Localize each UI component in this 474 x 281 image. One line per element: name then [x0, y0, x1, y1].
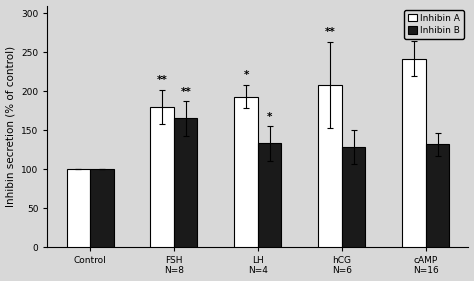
- Text: *: *: [267, 112, 273, 122]
- Text: *: *: [244, 70, 249, 80]
- Y-axis label: Inhibin secretion (% of control): Inhibin secretion (% of control): [6, 46, 16, 207]
- Bar: [235, 97, 258, 247]
- Legend: Inhibin A, Inhibin B: Inhibin A, Inhibin B: [404, 10, 464, 39]
- Text: **: **: [180, 87, 191, 97]
- Bar: [90, 169, 114, 247]
- Bar: [319, 85, 342, 247]
- Bar: [66, 169, 90, 247]
- Bar: [150, 107, 174, 247]
- Text: **: **: [157, 75, 168, 85]
- Bar: [174, 119, 198, 247]
- Text: **: **: [409, 27, 419, 37]
- Bar: [342, 147, 365, 247]
- Bar: [258, 143, 282, 247]
- Bar: [402, 58, 426, 247]
- Bar: [426, 144, 449, 247]
- Text: **: **: [325, 28, 336, 37]
